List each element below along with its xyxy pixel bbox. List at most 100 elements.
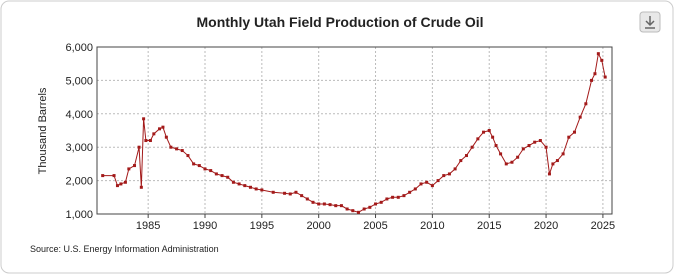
data-point (226, 175, 230, 179)
data-point (175, 147, 179, 151)
chart-title: Monthly Utah Field Production of Crude O… (197, 14, 484, 30)
data-point (572, 130, 576, 134)
data-point (133, 164, 137, 168)
y-tick-label: 2,000 (65, 176, 93, 188)
data-point (112, 174, 116, 178)
data-point (186, 154, 190, 158)
data-point (192, 162, 196, 166)
data-point (561, 152, 565, 156)
data-point (476, 137, 480, 141)
data-point (260, 188, 264, 192)
data-point (430, 184, 434, 188)
data-point (408, 190, 412, 194)
x-tick-label: 2010 (420, 220, 444, 232)
data-point (142, 117, 146, 121)
data-point (209, 169, 213, 173)
data-point (499, 152, 503, 156)
data-point (254, 187, 258, 191)
data-point (527, 144, 531, 148)
data-point (402, 194, 406, 198)
data-point (596, 52, 600, 56)
data-point (334, 204, 338, 208)
y-tick-label: 6,000 (65, 42, 93, 54)
data-point (152, 132, 156, 136)
plot-border (96, 46, 613, 215)
data-point (328, 203, 332, 207)
data-point (555, 159, 559, 163)
data-point (214, 172, 218, 176)
data-point (339, 204, 343, 208)
data-point (447, 172, 451, 176)
data-point (510, 160, 514, 164)
data-point (442, 174, 446, 178)
data-point (231, 180, 235, 184)
data-point (538, 139, 542, 143)
data-point (494, 144, 498, 148)
data-point (180, 149, 184, 153)
data-point (243, 184, 247, 188)
data-point (294, 190, 298, 194)
data-point (161, 125, 165, 129)
data-point (203, 167, 207, 171)
data-point (248, 185, 252, 189)
data-point (127, 167, 131, 171)
data-point (453, 167, 457, 171)
data-point (396, 195, 400, 199)
data-point (362, 207, 366, 211)
data-point (482, 130, 486, 134)
x-tick-label: 2025 (591, 220, 615, 232)
data-point (305, 197, 309, 201)
x-tick-label: 1990 (193, 220, 217, 232)
data-point (169, 145, 173, 149)
data-point (197, 164, 201, 168)
data-point (158, 127, 162, 131)
data-point (379, 200, 383, 204)
data-point (345, 207, 349, 211)
data-point (391, 195, 395, 199)
x-tick-label: 2015 (477, 220, 501, 232)
data-point (300, 194, 304, 198)
data-point (425, 180, 429, 184)
download-glyph (645, 16, 655, 29)
data-point (593, 72, 597, 76)
y-tick-label: 1,000 (65, 209, 93, 221)
y-axis-label: Thousand Barrels (37, 87, 49, 174)
data-point (578, 115, 582, 119)
data-point (436, 179, 440, 183)
data-point (288, 192, 292, 196)
data-point (459, 159, 463, 163)
data-point (533, 140, 537, 144)
frame (0, 0, 674, 274)
data-point (419, 182, 423, 186)
data-point (516, 155, 520, 159)
data-point (356, 210, 360, 214)
data-point (603, 75, 607, 79)
x-tick-label: 1985 (136, 220, 160, 232)
data-point (413, 187, 417, 191)
y-tick-label: 4,000 (65, 109, 93, 121)
data-point (584, 102, 588, 106)
data-point (487, 129, 491, 132)
data-point (567, 135, 571, 139)
y-tick-label: 3,000 (65, 142, 93, 154)
data-point (368, 205, 372, 209)
data-point (119, 182, 123, 186)
data-point (220, 174, 224, 178)
data-point (311, 200, 315, 204)
data-point (544, 145, 548, 149)
data-point (148, 139, 152, 143)
data-point (547, 172, 551, 176)
data-point (470, 145, 474, 149)
data-point (385, 197, 389, 201)
x-tick-label: 2020 (534, 220, 558, 232)
data-point (351, 209, 355, 213)
data-point (144, 139, 148, 143)
data-point (101, 174, 105, 178)
data-point (504, 162, 508, 166)
data-point (271, 190, 275, 194)
download-icon[interactable] (639, 11, 661, 33)
data-point (317, 202, 321, 206)
data-point (600, 58, 604, 62)
data-point (123, 180, 127, 184)
